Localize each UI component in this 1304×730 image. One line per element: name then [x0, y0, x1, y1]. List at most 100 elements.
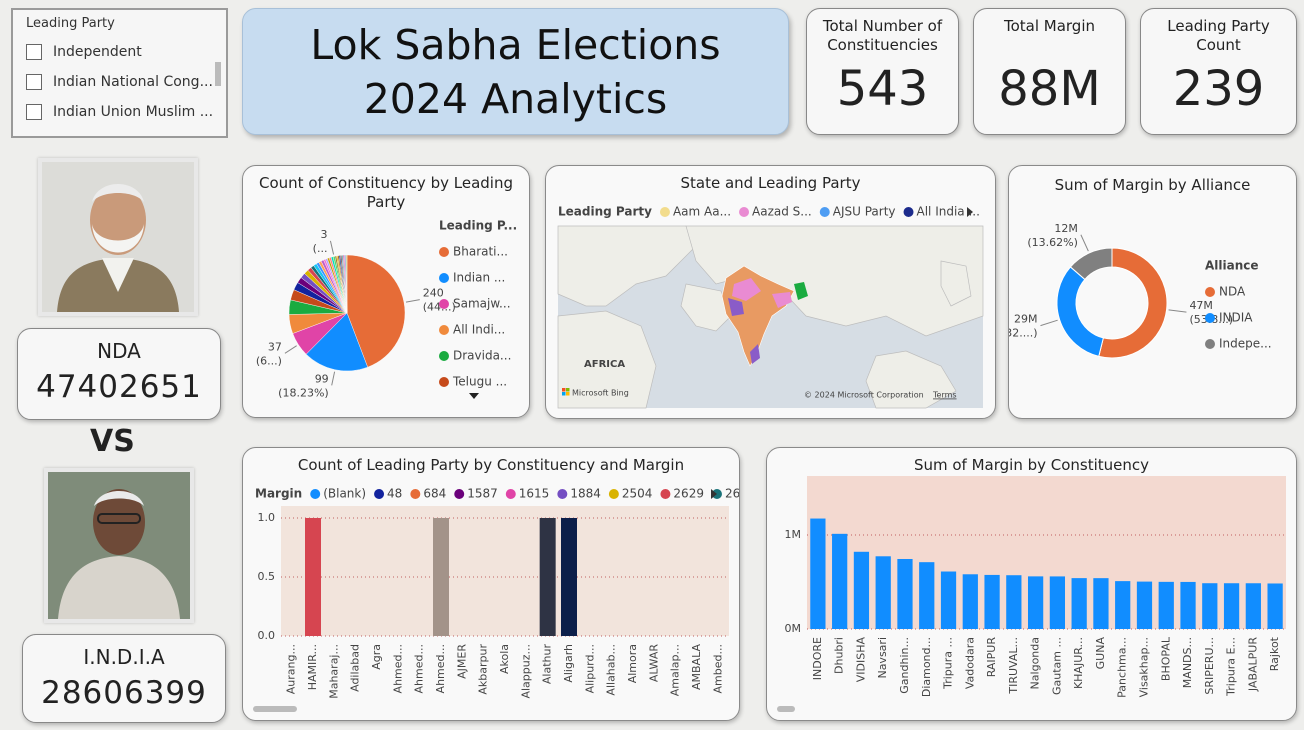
x-tick-label: Gautam ... [1050, 637, 1063, 695]
data-label: 37 [268, 340, 282, 353]
leader-line [331, 371, 336, 386]
x-tick-label: Adilabad [349, 644, 362, 692]
portrait [48, 472, 190, 619]
land [557, 310, 657, 409]
bar [853, 551, 870, 629]
bar [1115, 581, 1131, 629]
kpi-label: Total Number of Constituencies [822, 17, 943, 54]
hair [92, 184, 144, 202]
checkbox[interactable] [26, 74, 42, 90]
legend-swatch [454, 489, 465, 499]
bing-logo [562, 392, 566, 396]
legend-label: 2504 [622, 487, 653, 501]
legend-swatch [819, 207, 830, 217]
alliance-name: I.N.D.I.A [83, 645, 165, 669]
glasses [97, 513, 141, 524]
legend-label: Indepe... [1219, 337, 1272, 351]
checkbox[interactable] [26, 104, 42, 120]
x-tick-label: JABALPUR [1246, 637, 1259, 692]
x-tick-label: VIDISHA [854, 637, 867, 683]
y-tick-label: 1.0 [258, 511, 276, 524]
x-tick-label: Ahmed... [391, 644, 404, 693]
head [90, 185, 146, 255]
bar [539, 518, 556, 636]
pie-chart: 240(44...)99(18.23%)37(6...)3(...Leading… [256, 219, 517, 400]
bar [1180, 581, 1196, 629]
x-tick-label: Nalgonda [1029, 637, 1042, 689]
leader-line [1080, 234, 1089, 252]
legend-scroll-arrow[interactable] [967, 207, 973, 217]
checkbox[interactable] [26, 44, 42, 60]
scrollbar[interactable] [253, 706, 297, 712]
y-tick-label: 1M [785, 528, 802, 541]
scrollbar[interactable] [777, 706, 795, 712]
title-line: 2024 Analytics [363, 74, 668, 123]
portrait [42, 162, 194, 312]
map-copyright: © 2024 Microsoft Corporation [804, 391, 924, 400]
bar [810, 518, 826, 629]
x-tick-label: Akbarpur [477, 644, 490, 695]
donut-panel: 47M(53.8...)29M(32....)12M(13.62%)Allian… [1008, 165, 1297, 419]
kpi-value: 88M [998, 61, 1101, 117]
legend-scroll-arrow[interactable] [469, 393, 479, 399]
legend-swatch [439, 299, 449, 309]
kpi-label: Leading Party Count [1167, 17, 1270, 54]
bar [940, 571, 957, 629]
x-tick-label: Almora [626, 644, 639, 683]
bing-logo [566, 388, 570, 392]
x-tick-label: Gandhin... [898, 637, 911, 694]
legend-scroll-arrow[interactable] [711, 489, 717, 499]
bar [1071, 578, 1087, 629]
slicer-item[interactable]: Indian National Cong... [26, 67, 226, 97]
header: Lok Sabha Elections 2024 Analytics [242, 8, 789, 135]
bar [962, 574, 978, 629]
leader-line [1040, 319, 1058, 327]
collar [102, 258, 134, 292]
leader-line [284, 345, 297, 354]
x-tick-label: Tripura E... [1225, 637, 1238, 697]
bar [561, 518, 577, 636]
land [865, 350, 957, 409]
legend-swatch [439, 273, 449, 283]
legend-label: NDA [1219, 285, 1246, 299]
x-tick-label: Akola [498, 644, 511, 674]
legend-label: (Blank) [323, 487, 366, 501]
scrollbar[interactable] [215, 62, 221, 86]
slice [346, 254, 406, 368]
kpi-label: Total Margin [1003, 17, 1096, 35]
column-chart: Margin (Blank) 48 684 1587 1615 1884 2504 2629 26… [253, 487, 739, 712]
bing-logo [566, 392, 570, 396]
bar-panel: 0M 1M INDORE Dhubri VIDISHA Navsari Gandhin...… [766, 447, 1297, 721]
legend-title: Alliance [1205, 259, 1259, 273]
map-panel: Leading Party Aam Aa... Aazad S... AJSU Par… [545, 165, 996, 419]
x-tick-label: SRIPERU... [1203, 637, 1216, 695]
x-tick-label: Navsari [876, 637, 889, 679]
x-tick-label: ALWAR [647, 644, 660, 682]
land [940, 260, 972, 307]
slicer-item[interactable]: Indian Union Muslim ... [26, 97, 226, 127]
bar [1267, 583, 1283, 629]
bar [1049, 576, 1066, 629]
percent-label: (13.62%) [1027, 236, 1078, 249]
legend-label: 1884 [570, 487, 601, 501]
percent-label: (6...) [256, 354, 282, 367]
alliance-card: I.N.D.I.A 28606399 [22, 634, 226, 723]
slicer-item[interactable]: Independent [26, 37, 226, 67]
x-tick-label: TIRUVAL... [1007, 637, 1020, 695]
alliance-margin: 47402651 [36, 369, 202, 405]
slicer: Leading Party Independent Indian National… [11, 8, 228, 138]
legend-label: Telugu ... [452, 375, 507, 389]
legend-label: AJSU Party [833, 205, 896, 219]
chart-title: Count of Constituency by Leading Party [259, 174, 513, 211]
map-terms[interactable]: Terms [932, 391, 957, 400]
slice [346, 254, 348, 314]
x-tick-label: KHAJUR... [1072, 637, 1085, 689]
photo [38, 158, 198, 316]
map-label: AFRICA [584, 359, 625, 370]
slice [1056, 266, 1104, 357]
hair [94, 491, 144, 506]
data-label: 99 [315, 372, 329, 385]
x-tick-label: Allahab... [605, 644, 618, 696]
versus-label: VS [90, 424, 135, 459]
x-tick-label: AMBALA [690, 644, 703, 690]
